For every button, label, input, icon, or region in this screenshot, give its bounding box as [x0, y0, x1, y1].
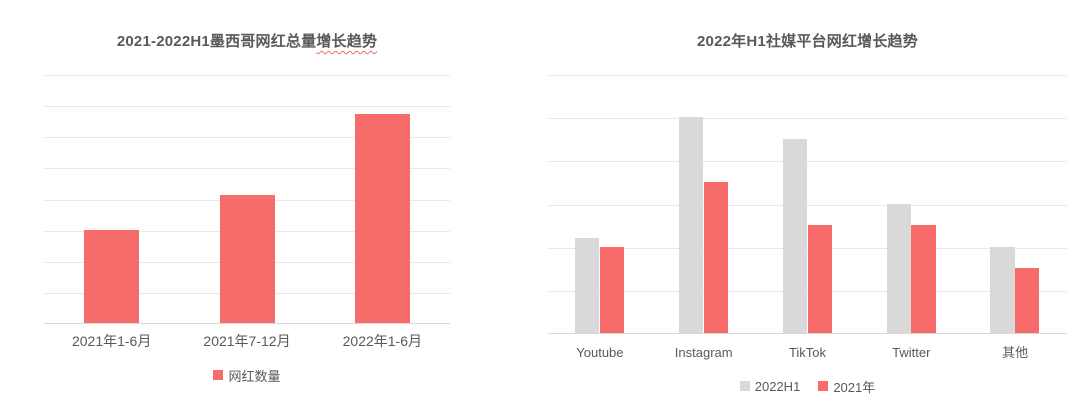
- gridline: [44, 75, 450, 76]
- legend-swatch-icon: [739, 381, 750, 391]
- legend-swatch-icon: [213, 370, 224, 380]
- bar-2022H1-Instagram: [678, 117, 704, 333]
- bar-2021年-Youtube: [599, 246, 625, 333]
- gridline: [548, 75, 1067, 76]
- bar-2021年-其他: [1015, 268, 1040, 333]
- legend: 网红数量: [44, 366, 450, 384]
- bar-网红数量-2022年1-6月: [354, 114, 410, 323]
- x-axis-label: TikTok: [788, 345, 827, 360]
- legend-item: 2022H1: [739, 378, 801, 394]
- bar-2021年-Twitter: [911, 225, 936, 333]
- gridline: [44, 106, 450, 107]
- x-axis-labels: Youtube Instagram TikTok Twitter 其他: [548, 343, 1067, 363]
- legend-label: 网红数量: [228, 368, 281, 384]
- legend-label: 2022H1: [754, 378, 801, 394]
- bar-2021年-Instagram: [703, 181, 728, 333]
- legend-swatch-icon: [818, 381, 829, 391]
- chart-title: 2022年H1社媒平台网红增长趋势: [697, 33, 918, 50]
- x-axis-line: [548, 333, 1067, 334]
- bar-2022H1-Twitter: [886, 203, 911, 333]
- chart-title-wavy-underlined-text: 增长趋势: [316, 33, 378, 50]
- gridline: [44, 168, 450, 169]
- plot-area: [548, 75, 1067, 334]
- bar-2022H1-其他: [990, 246, 1015, 333]
- bar-2022H1-Youtube: [575, 238, 600, 333]
- legend-item: 2021年: [818, 377, 875, 396]
- x-axis-label: Instagram: [674, 345, 733, 360]
- bar-2022H1-TikTok: [782, 138, 807, 333]
- chart-title: 2021-2022H1墨西哥网红总量增长趋势: [44, 30, 450, 51]
- gridline: [44, 137, 450, 138]
- x-axis-label: 2021年7-12月: [203, 333, 291, 349]
- social-platform-growth-chart: 2022年H1社媒平台网红增长趋势 Youtube Instagram TikTok…: [540, 0, 1080, 411]
- mexico-influencer-growth-chart: 2021-2022H1墨西哥网红总量增长趋势 2021年1-6月 2021年7-1…: [44, 30, 450, 384]
- x-axis-label: Youtube: [576, 345, 624, 360]
- plot-area: [44, 75, 450, 324]
- x-axis-labels: 2021年1-6月 2021年7-12月 2022年1-6月: [44, 330, 450, 352]
- gridline: [548, 118, 1067, 119]
- chart-title-text: 2021-2022H1墨西哥网红总量: [116, 33, 317, 50]
- gridline: [548, 205, 1067, 206]
- bar-网红数量-2021年1-6月: [84, 229, 140, 323]
- legend-label: 2021年: [833, 379, 876, 395]
- gridline: [548, 161, 1067, 162]
- bar-网红数量-2021年7-12月: [219, 195, 275, 323]
- legend-item: 网红数量: [213, 366, 281, 385]
- legend: 2022H1 2021年: [548, 377, 1067, 395]
- x-axis-label: 2021年1-6月: [71, 333, 152, 349]
- x-axis-label: 其他: [1002, 345, 1029, 360]
- x-axis-label: 2022年1-6月: [342, 333, 423, 349]
- x-axis-line: [44, 323, 450, 324]
- bar-2021年-TikTok: [807, 225, 832, 333]
- x-axis-label: Twitter: [892, 345, 931, 360]
